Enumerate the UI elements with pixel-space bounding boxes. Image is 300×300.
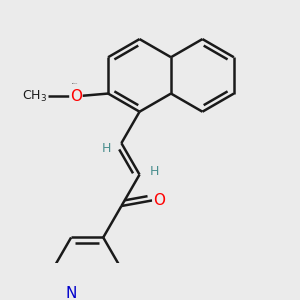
Text: H: H (101, 142, 111, 155)
Text: O: O (153, 193, 165, 208)
Text: CH$_3$: CH$_3$ (22, 89, 47, 104)
Text: H: H (150, 165, 160, 178)
Text: O: O (70, 89, 82, 104)
Text: N: N (65, 286, 77, 300)
Text: methoxy: methoxy (71, 83, 78, 84)
